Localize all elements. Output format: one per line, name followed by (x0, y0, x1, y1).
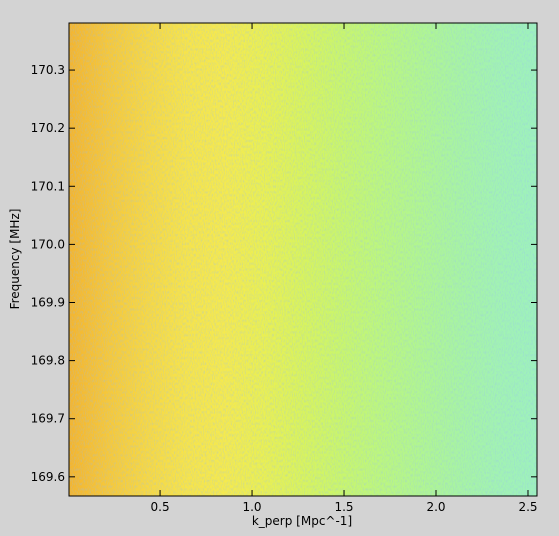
y-tick-label: 170.3 (31, 63, 65, 77)
axes-frame (68, 22, 538, 497)
y-axis-label: Frequency [MHz] (8, 209, 22, 310)
plot-area (69, 23, 537, 496)
y-tick-label: 169.9 (31, 296, 65, 310)
y-tick-label: 169.8 (31, 354, 65, 368)
y-tick-label: 170.2 (31, 121, 65, 135)
y-tick-label: 170.1 (31, 179, 65, 193)
y-tick-label: 169.6 (31, 470, 65, 484)
x-tick-label: 0.5 (151, 500, 170, 514)
y-tick-label: 170.0 (31, 237, 65, 251)
x-axis-label: k_perp [Mpc^-1] (252, 514, 352, 528)
y-tick-label: 169.7 (31, 412, 65, 426)
x-tick-label: 1.0 (242, 500, 261, 514)
x-tick-label: 2.0 (426, 500, 445, 514)
heatmap-speckle (69, 23, 537, 496)
x-tick-label: 2.5 (518, 500, 537, 514)
x-tick-label: 1.5 (334, 500, 353, 514)
